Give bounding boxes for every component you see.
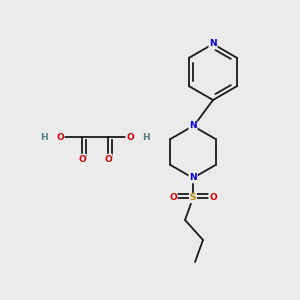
Text: H: H <box>40 133 48 142</box>
Text: O: O <box>104 154 112 164</box>
Text: O: O <box>126 133 134 142</box>
Text: S: S <box>190 194 196 202</box>
Text: O: O <box>169 194 177 202</box>
Text: O: O <box>78 154 86 164</box>
Text: O: O <box>56 133 64 142</box>
Text: N: N <box>209 40 217 49</box>
Text: O: O <box>209 194 217 202</box>
Text: N: N <box>189 122 197 130</box>
Text: H: H <box>142 133 150 142</box>
Text: N: N <box>189 173 197 182</box>
